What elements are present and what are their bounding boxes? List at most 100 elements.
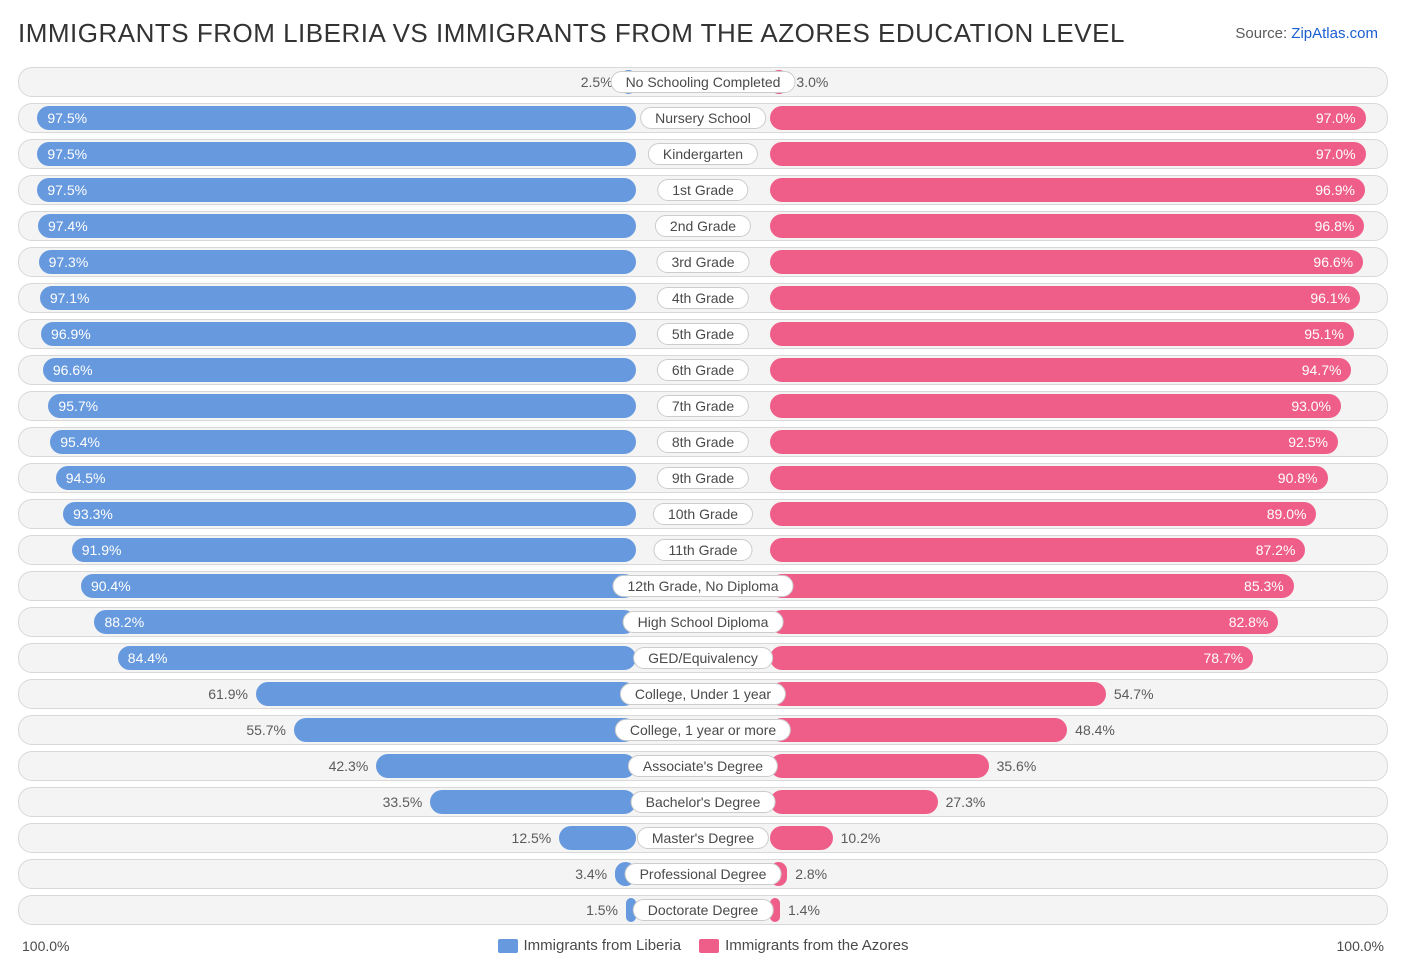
bar-left: 97.5% xyxy=(37,142,636,166)
bar-right: 82.8% xyxy=(770,610,1278,634)
source-link[interactable]: ZipAtlas.com xyxy=(1291,25,1378,42)
bar-right: 90.8% xyxy=(770,466,1328,490)
chart-row: 97.3% 96.6% 3rd Grade xyxy=(18,247,1388,277)
bar-left-value: 95.4% xyxy=(60,434,100,450)
category-label: College, Under 1 year xyxy=(620,683,786,705)
category-label: 7th Grade xyxy=(657,395,749,417)
chart-row: 2.5%3.0%No Schooling Completed xyxy=(18,67,1388,97)
bar-right-value: 93.0% xyxy=(1291,398,1331,414)
bar-left: 84.4% xyxy=(118,646,636,670)
bar-right-value: 90.8% xyxy=(1278,470,1318,486)
chart-row: 93.3% 89.0% 10th Grade xyxy=(18,499,1388,529)
category-label: 3rd Grade xyxy=(656,251,749,273)
chart-area: 2.5%3.0%No Schooling Completed 97.5% 97.0%… xyxy=(0,59,1406,925)
bar-left-value: 12.5% xyxy=(512,830,560,846)
bar-right: 10.2% xyxy=(770,826,833,850)
bar-right-value: 27.3% xyxy=(938,794,986,810)
source-label: Source: xyxy=(1235,25,1287,42)
bar-right-value: 89.0% xyxy=(1267,506,1307,522)
bar-right-value: 2.8% xyxy=(787,866,827,882)
bar-left: 61.9% xyxy=(256,682,636,706)
legend-label-right: Immigrants from the Azores xyxy=(725,937,908,954)
category-label: Kindergarten xyxy=(648,143,758,165)
bar-right: 96.9% xyxy=(770,178,1365,202)
chart-row: 88.2%82.8%High School Diploma xyxy=(18,607,1388,637)
bar-right-value: 94.7% xyxy=(1302,362,1342,378)
category-label: Associate's Degree xyxy=(628,755,778,777)
category-label: College, 1 year or more xyxy=(615,719,791,741)
bar-left-value: 93.3% xyxy=(73,506,113,522)
bar-right: 95.1% xyxy=(770,322,1354,346)
bar-left-value: 97.4% xyxy=(48,218,88,234)
bar-right: 96.8% xyxy=(770,214,1364,238)
chart-row: 96.9%95.1%5th Grade xyxy=(18,319,1388,349)
bar-left-value: 94.5% xyxy=(66,470,106,486)
bar-right-value: 1.4% xyxy=(780,902,820,918)
bar-left-value: 84.4% xyxy=(128,650,168,666)
bar-right-value: 97.0% xyxy=(1316,146,1356,162)
bar-left-value: 97.5% xyxy=(47,110,87,126)
chart-row: 1.5%1.4%Doctorate Degree xyxy=(18,895,1388,925)
chart-row: 91.9%87.2%11th Grade xyxy=(18,535,1388,565)
chart-row: 33.5%27.3%Bachelor's Degree xyxy=(18,787,1388,817)
bar-left-value: 96.9% xyxy=(51,326,91,342)
bar-left: 91.9% xyxy=(72,538,636,562)
category-label: Nursery School xyxy=(640,107,766,129)
chart-row: 97.5% 97.0% Kindergarten xyxy=(18,139,1388,169)
bar-left: 97.5% xyxy=(37,106,636,130)
category-label: 4th Grade xyxy=(657,287,749,309)
chart-title: IMMIGRANTS FROM LIBERIA VS IMMIGRANTS FR… xyxy=(18,18,1125,49)
bar-right: 94.7% xyxy=(770,358,1351,382)
bar-left-value: 97.5% xyxy=(47,182,87,198)
legend-swatch-left xyxy=(498,939,518,953)
bar-left: 96.6% xyxy=(43,358,636,382)
bar-right: 48.4% xyxy=(770,718,1067,742)
bar-left: 90.4% xyxy=(81,574,636,598)
bar-right: 97.0% xyxy=(770,142,1366,166)
category-label: 10th Grade xyxy=(653,503,753,525)
legend-label-left: Immigrants from Liberia xyxy=(524,937,682,954)
chart-row: 97.5%96.9%1st Grade xyxy=(18,175,1388,205)
chart-row: 94.5%90.8%9th Grade xyxy=(18,463,1388,493)
bar-right: 97.0% xyxy=(770,106,1366,130)
bar-right-value: 96.6% xyxy=(1313,254,1353,270)
chart-row: 96.6% 94.7% 6th Grade xyxy=(18,355,1388,385)
legend-item-right: Immigrants from the Azores xyxy=(699,937,908,954)
bar-left-value: 96.6% xyxy=(53,362,93,378)
bar-right: 92.5% xyxy=(770,430,1338,454)
bar-right-value: 95.1% xyxy=(1304,326,1344,342)
bar-left: 95.7% xyxy=(48,394,636,418)
bar-right: 89.0% xyxy=(770,502,1316,526)
bar-left: 93.3% xyxy=(63,502,636,526)
chart-row: 97.5% 97.0% Nursery School xyxy=(18,103,1388,133)
chart-row: 95.4% 92.5% 8th Grade xyxy=(18,427,1388,457)
bar-right-value: 97.0% xyxy=(1316,110,1356,126)
category-label: 11th Grade xyxy=(653,539,752,561)
bar-right-value: 35.6% xyxy=(989,758,1037,774)
bar-right-value: 48.4% xyxy=(1067,722,1115,738)
chart-row: 42.3%35.6%Associate's Degree xyxy=(18,751,1388,781)
chart-row: 3.4%2.8%Professional Degree xyxy=(18,859,1388,889)
axis-left-max: 100.0% xyxy=(22,938,69,954)
bar-left: 55.7% xyxy=(294,718,636,742)
bar-left: 97.1% xyxy=(40,286,636,310)
bar-left-value: 61.9% xyxy=(208,686,256,702)
bar-left-value: 95.7% xyxy=(58,398,98,414)
bar-left: 94.5% xyxy=(56,466,636,490)
category-label: GED/Equivalency xyxy=(633,647,773,669)
bar-right: 35.6% xyxy=(770,754,989,778)
category-label: 8th Grade xyxy=(657,431,749,453)
chart-header: IMMIGRANTS FROM LIBERIA VS IMMIGRANTS FR… xyxy=(0,0,1406,59)
category-label: 12th Grade, No Diploma xyxy=(613,575,794,597)
category-label: Master's Degree xyxy=(637,827,769,849)
bar-right: 96.6% xyxy=(770,250,1363,274)
bar-left-value: 33.5% xyxy=(383,794,431,810)
category-label: 6th Grade xyxy=(657,359,749,381)
bar-left-value: 97.3% xyxy=(49,254,89,270)
bar-left-value: 91.9% xyxy=(82,542,122,558)
bar-left: 33.5% xyxy=(430,790,636,814)
bar-right-value: 96.8% xyxy=(1315,218,1355,234)
bar-right: 85.3% xyxy=(770,574,1294,598)
bar-right-value: 54.7% xyxy=(1106,686,1154,702)
chart-row: 97.4%96.8%2nd Grade xyxy=(18,211,1388,241)
